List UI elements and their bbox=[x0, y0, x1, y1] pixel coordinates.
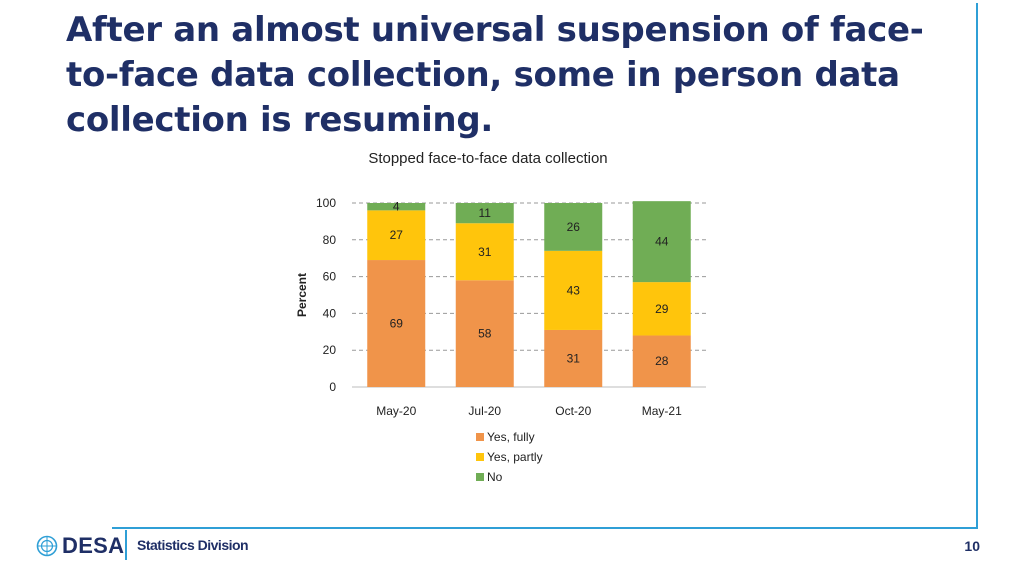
chart-title: Stopped face-to-face data collection bbox=[368, 150, 607, 167]
x-tick-label: Oct-20 bbox=[555, 404, 591, 418]
y-tick-label: 80 bbox=[323, 233, 337, 247]
legend-swatch bbox=[476, 453, 484, 461]
frame-border-right bbox=[976, 3, 978, 529]
y-tick-label: 60 bbox=[323, 270, 337, 284]
footer-division-label: Statistics Division bbox=[137, 537, 249, 553]
legend-swatch bbox=[476, 433, 484, 441]
legend-swatch bbox=[476, 473, 484, 481]
data-label: 58 bbox=[478, 327, 492, 341]
bar-segment bbox=[632, 335, 691, 387]
data-label: 27 bbox=[390, 228, 404, 242]
page-number: 10 bbox=[964, 538, 980, 554]
bar-segment bbox=[455, 223, 514, 281]
y-tick-label: 20 bbox=[323, 343, 337, 357]
legend-label: Yes, partly bbox=[487, 450, 543, 464]
data-label: 29 bbox=[655, 302, 669, 316]
desa-logo: DESA bbox=[36, 533, 125, 558]
y-tick-label: 100 bbox=[316, 196, 336, 210]
bar-segment bbox=[632, 201, 691, 283]
data-label: 69 bbox=[390, 317, 404, 331]
data-label: 11 bbox=[479, 206, 492, 220]
legend-label: Yes, fully bbox=[487, 430, 535, 444]
data-label: 4 bbox=[393, 200, 400, 214]
data-label: 43 bbox=[567, 283, 581, 297]
bar-segment bbox=[544, 203, 603, 251]
y-tick-label: 40 bbox=[323, 306, 337, 320]
slide-title: After an almost universal suspension of … bbox=[66, 10, 924, 140]
bar-segment bbox=[544, 329, 603, 387]
x-tick-label: May-21 bbox=[642, 404, 682, 418]
desa-label: DESA bbox=[62, 533, 125, 558]
data-label: 31 bbox=[478, 245, 492, 259]
bar-segment bbox=[455, 203, 514, 224]
y-axis-label: Percent bbox=[295, 273, 309, 317]
data-label: 44 bbox=[655, 235, 669, 249]
bar-segment bbox=[632, 282, 691, 336]
un-emblem-icon bbox=[36, 535, 58, 557]
frame-border-bottom bbox=[112, 527, 978, 529]
bar-segment bbox=[455, 280, 514, 387]
bar-segment bbox=[367, 203, 426, 211]
data-label: 28 bbox=[655, 354, 669, 368]
x-tick-label: Jul-20 bbox=[468, 404, 501, 418]
bar-segment bbox=[367, 260, 426, 387]
bar-segment bbox=[367, 210, 426, 261]
data-label: 26 bbox=[567, 220, 581, 234]
bar-segment bbox=[544, 250, 603, 330]
y-tick-label: 0 bbox=[329, 380, 336, 394]
x-tick-label: May-20 bbox=[376, 404, 416, 418]
legend-label: No bbox=[487, 470, 503, 484]
footer-divider bbox=[125, 530, 127, 560]
data-label: 31 bbox=[567, 351, 581, 365]
